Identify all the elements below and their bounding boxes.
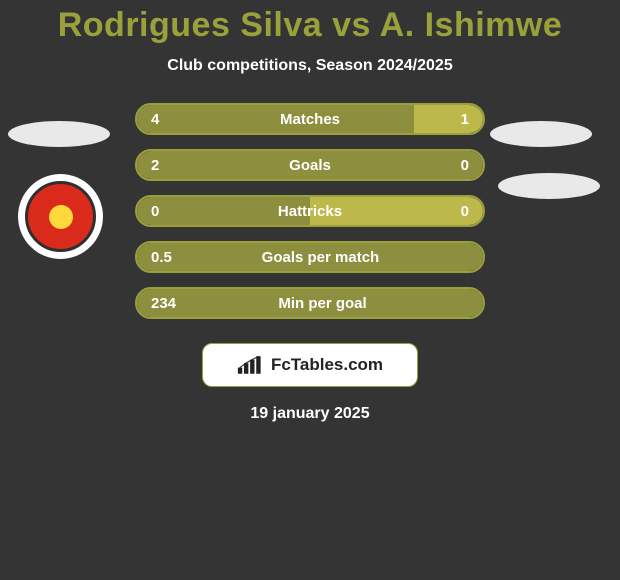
stat-row: 4Matches1 [135, 103, 485, 135]
player1-badge-placeholder [8, 121, 110, 147]
watermark-text: FcTables.com [271, 355, 383, 375]
stat-row: 2Goals0 [135, 149, 485, 181]
infographic-root: Rodrigues Silva vs A. Ishimwe Club compe… [0, 0, 620, 580]
page-title: Rodrigues Silva vs A. Ishimwe [0, 6, 620, 45]
stat-value-left: 4 [151, 111, 159, 128]
stat-label: Goals [159, 157, 460, 174]
stat-bars: 4Matches12Goals00Hattricks00.5Goals per … [135, 103, 485, 319]
stat-value-left: 234 [151, 295, 176, 312]
stat-row: 0.5Goals per match [135, 241, 485, 273]
subtitle: Club competitions, Season 2024/2025 [0, 57, 620, 75]
stat-value-right: 0 [461, 157, 469, 174]
stat-label: Min per goal [176, 295, 469, 312]
stat-row: 0Hattricks0 [135, 195, 485, 227]
stat-label: Matches [159, 111, 460, 128]
date: 19 january 2025 [0, 405, 620, 423]
stat-label: Hattricks [159, 203, 460, 220]
stat-value-right: 0 [461, 203, 469, 220]
club-badge-inner [25, 181, 96, 252]
player2-name: A. Ishimwe [380, 6, 563, 44]
club-badge-ball-icon [49, 205, 73, 229]
player2-badge-placeholder-2 [498, 173, 600, 199]
bars-icon [237, 355, 265, 375]
stat-value-left: 0 [151, 203, 159, 220]
stat-value-right: 1 [461, 111, 469, 128]
club-badge [18, 174, 103, 259]
player2-badge-placeholder [490, 121, 592, 147]
stat-value-left: 2 [151, 157, 159, 174]
vs-separator: vs [322, 6, 379, 44]
stat-row: 234Min per goal [135, 287, 485, 319]
stat-label: Goals per match [172, 249, 469, 266]
chart-area: 4Matches12Goals00Hattricks00.5Goals per … [0, 103, 620, 423]
watermark: FcTables.com [202, 343, 418, 387]
player1-name: Rodrigues Silva [58, 6, 322, 44]
stat-value-left: 0.5 [151, 249, 172, 266]
